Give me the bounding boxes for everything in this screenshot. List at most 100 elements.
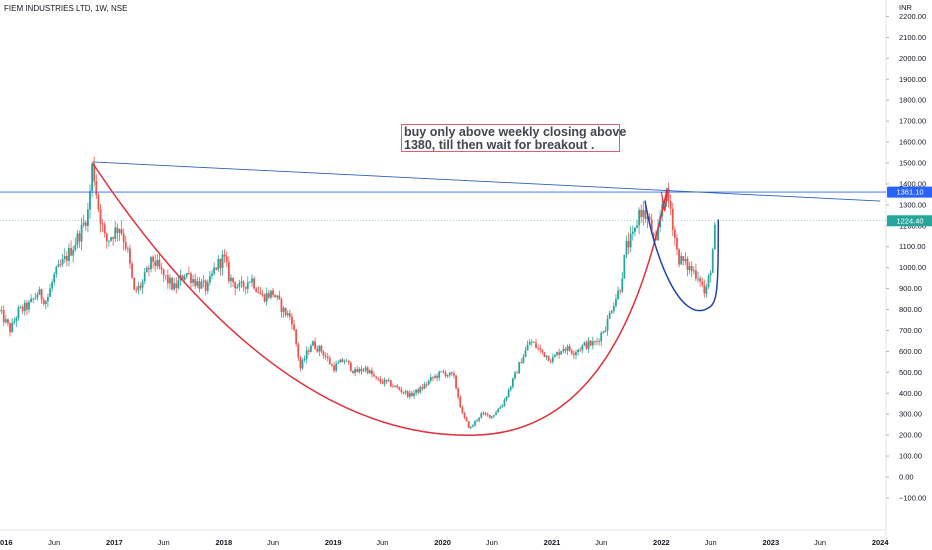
candle-body — [389, 380, 392, 387]
candle-body — [364, 367, 367, 371]
candle-body — [209, 275, 211, 283]
candle-body — [385, 379, 388, 382]
candle-body — [556, 352, 558, 356]
candle-body — [274, 294, 277, 298]
candle-body — [490, 416, 493, 418]
cup-curve — [91, 162, 668, 436]
x-tick-label: Jun — [705, 538, 717, 547]
candle-body — [699, 278, 702, 282]
candle-body — [286, 313, 289, 316]
resistance-price-label: 1361.10 — [896, 188, 923, 197]
candle-body — [108, 240, 110, 242]
candle-body — [425, 384, 428, 386]
candle-body — [112, 237, 115, 239]
chart-title: FIEM INDUSTRIES LTD, 1W, NSE — [4, 4, 128, 13]
candle-body — [581, 345, 584, 351]
candle-body — [469, 426, 472, 428]
text-annotation[interactable]: buy only above weekly closing above 1380… — [401, 124, 627, 152]
x-tick-label: Jun — [486, 538, 498, 547]
candle-body — [42, 299, 45, 304]
candle-body — [604, 330, 607, 332]
candle-body — [299, 357, 302, 369]
candle-body — [93, 164, 96, 182]
annotation-line-1: buy only above weekly closing above — [404, 125, 627, 139]
candle-body — [398, 387, 401, 390]
candle-body — [558, 352, 561, 355]
x-tick-label: Jun — [595, 538, 607, 547]
candle-body — [206, 282, 209, 291]
candle-body — [9, 323, 11, 333]
candle-body — [15, 318, 18, 322]
x-tick-label: 2022 — [653, 538, 670, 547]
candle-body — [570, 350, 573, 354]
candle-body — [305, 350, 308, 360]
candle-body — [520, 362, 523, 364]
candle-body — [429, 376, 432, 381]
candle-body — [47, 296, 49, 302]
y-tick-label: 1900.00 — [899, 75, 926, 84]
candle-body — [324, 355, 327, 357]
candle-body — [541, 349, 544, 353]
candle-body — [114, 227, 117, 239]
candle-body — [44, 301, 47, 304]
candle-body — [366, 367, 369, 374]
candle-body — [518, 362, 521, 374]
candle-body — [30, 298, 32, 302]
y-tick-label: 1600.00 — [899, 138, 926, 147]
candle-body — [318, 345, 321, 352]
candle-body — [564, 349, 567, 351]
candle-body — [219, 258, 222, 268]
candle-body — [377, 377, 380, 380]
candle-body — [358, 368, 361, 373]
candle-body — [392, 386, 394, 388]
y-tick-label: 2100.00 — [899, 33, 926, 42]
candle-body — [253, 278, 255, 289]
candle-body — [120, 229, 123, 234]
candle-body — [169, 277, 171, 284]
y-tick-label: 200.00 — [899, 431, 922, 440]
candle-body — [310, 345, 312, 352]
y-tick-label: 1500.00 — [899, 159, 926, 168]
candle-body — [156, 259, 159, 266]
candle-body — [373, 374, 375, 377]
candle-body — [465, 417, 468, 422]
candle-body — [343, 361, 346, 363]
candle-body — [509, 386, 512, 390]
candle-body — [478, 417, 481, 421]
candle-body — [276, 295, 279, 298]
candle-body — [400, 389, 403, 392]
candle-body — [408, 392, 411, 397]
candle-body — [501, 405, 504, 408]
candle-body — [442, 371, 445, 373]
candle-body — [606, 318, 609, 331]
candle-body — [261, 294, 264, 296]
candle-body — [497, 408, 500, 413]
candle-body — [70, 247, 72, 256]
candle-body — [171, 277, 173, 290]
candle-body — [72, 249, 75, 256]
candle-body — [345, 360, 348, 362]
candle-body — [124, 241, 127, 249]
candle-body — [95, 181, 98, 196]
candle-body — [530, 341, 533, 343]
descending-trendline — [92, 161, 881, 202]
candle-body — [446, 375, 449, 377]
candle-body — [608, 312, 611, 319]
candle-body — [695, 270, 697, 279]
candle-body — [394, 385, 396, 387]
candle-body — [648, 216, 651, 220]
candle-body — [499, 407, 502, 409]
x-tick-label: Jun — [376, 538, 388, 547]
candle-body — [600, 332, 603, 342]
candle-body — [667, 189, 670, 202]
candle-body — [49, 288, 51, 297]
candle-body — [133, 277, 136, 290]
candle-body — [690, 266, 693, 272]
candle-body — [602, 331, 605, 333]
candle-body — [560, 350, 563, 355]
candle-body — [236, 286, 239, 289]
candle-body — [682, 255, 685, 262]
x-tick-label: 2024 — [872, 538, 890, 547]
